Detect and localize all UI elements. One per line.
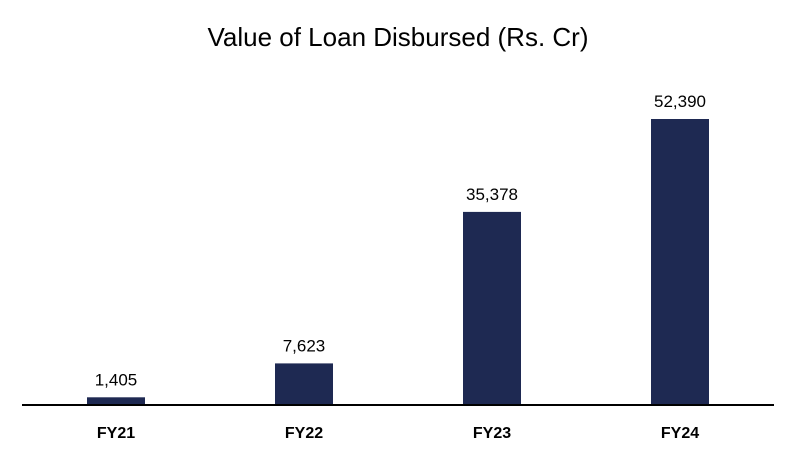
x-tick-label-fy23: FY23 [473, 425, 511, 442]
bar-fy24 [651, 119, 709, 405]
x-tick-label-fy24: FY24 [661, 425, 699, 442]
x-tick-labels-group: FY21 FY22 FY23 FY24 [97, 425, 699, 442]
data-label-fy21: 1,405 [95, 370, 138, 389]
data-labels-group: 1,405 7,623 35,378 52,390 [95, 92, 706, 389]
bars-group [87, 119, 709, 405]
x-tick-label-fy21: FY21 [97, 425, 135, 442]
chart-title: Value of Loan Disbursed (Rs. Cr) [207, 22, 588, 52]
data-label-fy22: 7,623 [283, 336, 326, 355]
bar-fy23 [463, 211, 521, 405]
data-label-fy24: 52,390 [654, 92, 706, 111]
bar-fy22 [275, 363, 333, 405]
data-label-fy23: 35,378 [466, 185, 518, 204]
x-tick-label-fy22: FY22 [285, 425, 323, 442]
bar-fy21 [87, 397, 145, 405]
